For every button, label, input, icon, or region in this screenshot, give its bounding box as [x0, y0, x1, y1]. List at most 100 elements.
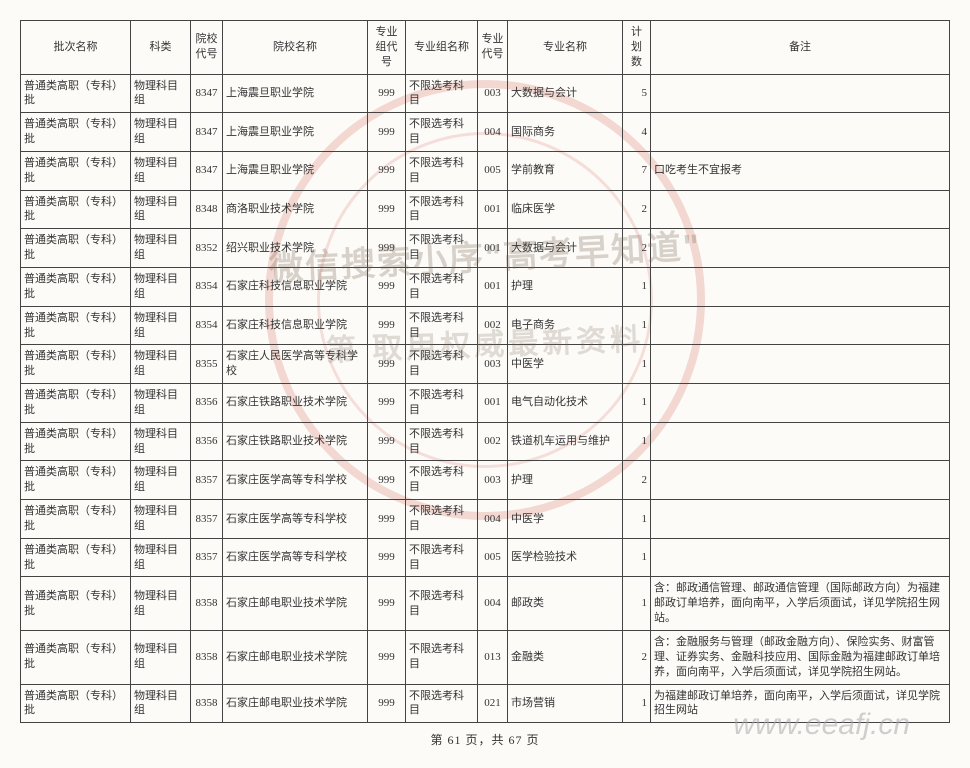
cell-sc: 8348 [191, 190, 223, 229]
cell-batch: 普通类高职（专科）批 [21, 384, 131, 423]
cell-sc: 8358 [191, 684, 223, 723]
cell-sname: 石家庄邮电职业技术学院 [223, 684, 368, 723]
cell-note: 含：金融服务与管理（邮政金融方向）、保险实务、财富管理、证券实务、金融科技应用、… [651, 631, 950, 685]
table-row: 普通类高职（专科）批物理科目组8357石家庄医学高等专科学校999不限选考科目0… [21, 461, 950, 500]
cell-plan: 7 [623, 151, 651, 190]
cell-note [651, 113, 950, 152]
cell-subj: 物理科目组 [131, 500, 191, 539]
cell-sc: 8347 [191, 151, 223, 190]
cell-subj: 物理科目组 [131, 345, 191, 384]
cell-batch: 普通类高职（专科）批 [21, 74, 131, 113]
cell-batch: 普通类高职（专科）批 [21, 461, 131, 500]
cell-mname: 中医学 [508, 500, 623, 539]
cell-mc: 004 [478, 113, 508, 152]
cell-gname: 不限选考科目 [406, 229, 478, 268]
cell-note: 为福建邮政订单培养，面向南平，入学后须面试，详见学院招生网站 [651, 684, 950, 723]
cell-gc: 999 [368, 345, 406, 384]
cell-note [651, 384, 950, 423]
cell-sc: 8354 [191, 306, 223, 345]
cell-gc: 999 [368, 267, 406, 306]
cell-plan: 1 [623, 422, 651, 461]
cell-gc: 999 [368, 384, 406, 423]
table-row: 普通类高职（专科）批物理科目组8358石家庄邮电职业技术学院999不限选考科目0… [21, 684, 950, 723]
cell-mc: 002 [478, 306, 508, 345]
cell-plan: 1 [623, 500, 651, 539]
cell-gname: 不限选考科目 [406, 151, 478, 190]
cell-sname: 绍兴职业技术学院 [223, 229, 368, 268]
table-row: 普通类高职（专科）批物理科目组8356石家庄铁路职业技术学院999不限选考科目0… [21, 384, 950, 423]
cell-gname: 不限选考科目 [406, 684, 478, 723]
cell-sc: 8358 [191, 631, 223, 685]
cell-mc: 002 [478, 422, 508, 461]
cell-subj: 物理科目组 [131, 422, 191, 461]
cell-mname: 临床医学 [508, 190, 623, 229]
cell-sname: 上海震旦职业学院 [223, 113, 368, 152]
cell-subj: 物理科目组 [131, 306, 191, 345]
page-current-label: 第 61 页，共 67 页 [430, 733, 539, 747]
cell-sname: 石家庄邮电职业技术学院 [223, 577, 368, 631]
col-header-mname: 专业名称 [508, 21, 623, 75]
cell-gc: 999 [368, 684, 406, 723]
cell-plan: 1 [623, 384, 651, 423]
cell-mc: 013 [478, 631, 508, 685]
cell-subj: 物理科目组 [131, 577, 191, 631]
cell-mname: 护理 [508, 267, 623, 306]
cell-batch: 普通类高职（专科）批 [21, 577, 131, 631]
cell-plan: 2 [623, 461, 651, 500]
col-header-gname: 专业组名称 [406, 21, 478, 75]
cell-gname: 不限选考科目 [406, 631, 478, 685]
col-header-subj: 科类 [131, 21, 191, 75]
cell-plan: 1 [623, 306, 651, 345]
cell-gc: 999 [368, 190, 406, 229]
cell-sname: 石家庄邮电职业技术学院 [223, 631, 368, 685]
col-header-batch: 批次名称 [21, 21, 131, 75]
cell-mname: 护理 [508, 461, 623, 500]
cell-batch: 普通类高职（专科）批 [21, 113, 131, 152]
cell-note [651, 500, 950, 539]
table-row: 普通类高职（专科）批物理科目组8347上海震旦职业学院999不限选考科目004国… [21, 113, 950, 152]
cell-subj: 物理科目组 [131, 461, 191, 500]
cell-mc: 005 [478, 151, 508, 190]
cell-gc: 999 [368, 113, 406, 152]
cell-gname: 不限选考科目 [406, 267, 478, 306]
cell-mc: 001 [478, 267, 508, 306]
page-indicator: 第 61 页，共 67 页 [20, 731, 950, 748]
cell-note [651, 190, 950, 229]
cell-sc: 8357 [191, 538, 223, 577]
cell-mc: 021 [478, 684, 508, 723]
table-row: 普通类高职（专科）批物理科目组8348商洛职业技术学院999不限选考科目001临… [21, 190, 950, 229]
cell-note [651, 267, 950, 306]
cell-gc: 999 [368, 74, 406, 113]
cell-mc: 001 [478, 190, 508, 229]
col-header-sc: 院校代号 [191, 21, 223, 75]
cell-mc: 005 [478, 538, 508, 577]
table-row: 普通类高职（专科）批物理科目组8357石家庄医学高等专科学校999不限选考科目0… [21, 500, 950, 539]
cell-batch: 普通类高职（专科）批 [21, 500, 131, 539]
cell-gc: 999 [368, 422, 406, 461]
plan-table: 批次名称科类院校代号院校名称专业组代号专业组名称专业代号专业名称计划数备注 普通… [20, 20, 950, 723]
cell-mc: 003 [478, 74, 508, 113]
cell-gc: 999 [368, 151, 406, 190]
cell-sc: 8355 [191, 345, 223, 384]
cell-sc: 8356 [191, 422, 223, 461]
cell-mname: 大数据与会计 [508, 74, 623, 113]
cell-subj: 物理科目组 [131, 113, 191, 152]
col-header-plan: 计划数 [623, 21, 651, 75]
cell-mname: 医学检验技术 [508, 538, 623, 577]
col-header-mc: 专业代号 [478, 21, 508, 75]
table-row: 普通类高职（专科）批物理科目组8358石家庄邮电职业技术学院999不限选考科目0… [21, 631, 950, 685]
cell-plan: 2 [623, 229, 651, 268]
cell-plan: 2 [623, 190, 651, 229]
table-body: 普通类高职（专科）批物理科目组8347上海震旦职业学院999不限选考科目003大… [21, 74, 950, 723]
cell-mc: 001 [478, 384, 508, 423]
cell-gname: 不限选考科目 [406, 384, 478, 423]
cell-sc: 8358 [191, 577, 223, 631]
cell-sname: 石家庄科技信息职业学院 [223, 306, 368, 345]
cell-sname: 石家庄铁路职业技术学院 [223, 422, 368, 461]
table-row: 普通类高职（专科）批物理科目组8358石家庄邮电职业技术学院999不限选考科目0… [21, 577, 950, 631]
col-header-sname: 院校名称 [223, 21, 368, 75]
cell-mname: 铁道机车运用与维护 [508, 422, 623, 461]
cell-batch: 普通类高职（专科）批 [21, 151, 131, 190]
cell-note [651, 538, 950, 577]
document-page: 微信搜索小序"高考早知道" 第 取用权威最新资料 www.eeafj.cn 批次… [20, 20, 950, 748]
